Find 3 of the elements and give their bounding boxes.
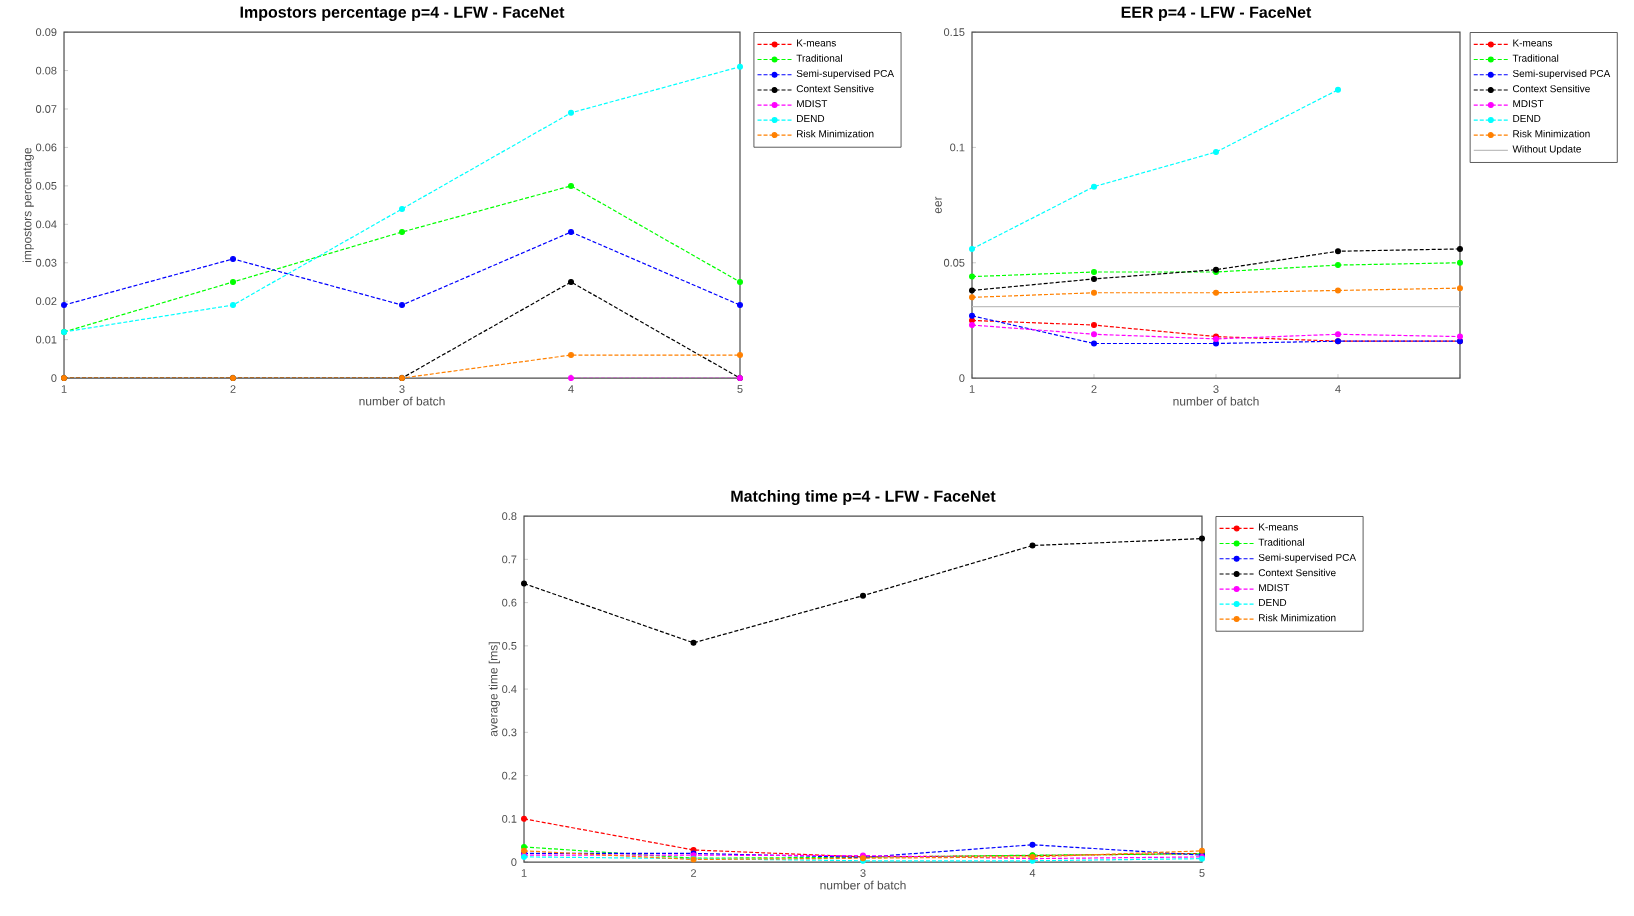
chart-title: Matching time p=4 - LFW - FaceNet [731, 490, 996, 505]
chart-title: EER p=4 - LFW - FaceNet [1121, 6, 1312, 22]
chart-title: Impostors percentage p=4 - LFW - FaceNet [240, 6, 565, 22]
